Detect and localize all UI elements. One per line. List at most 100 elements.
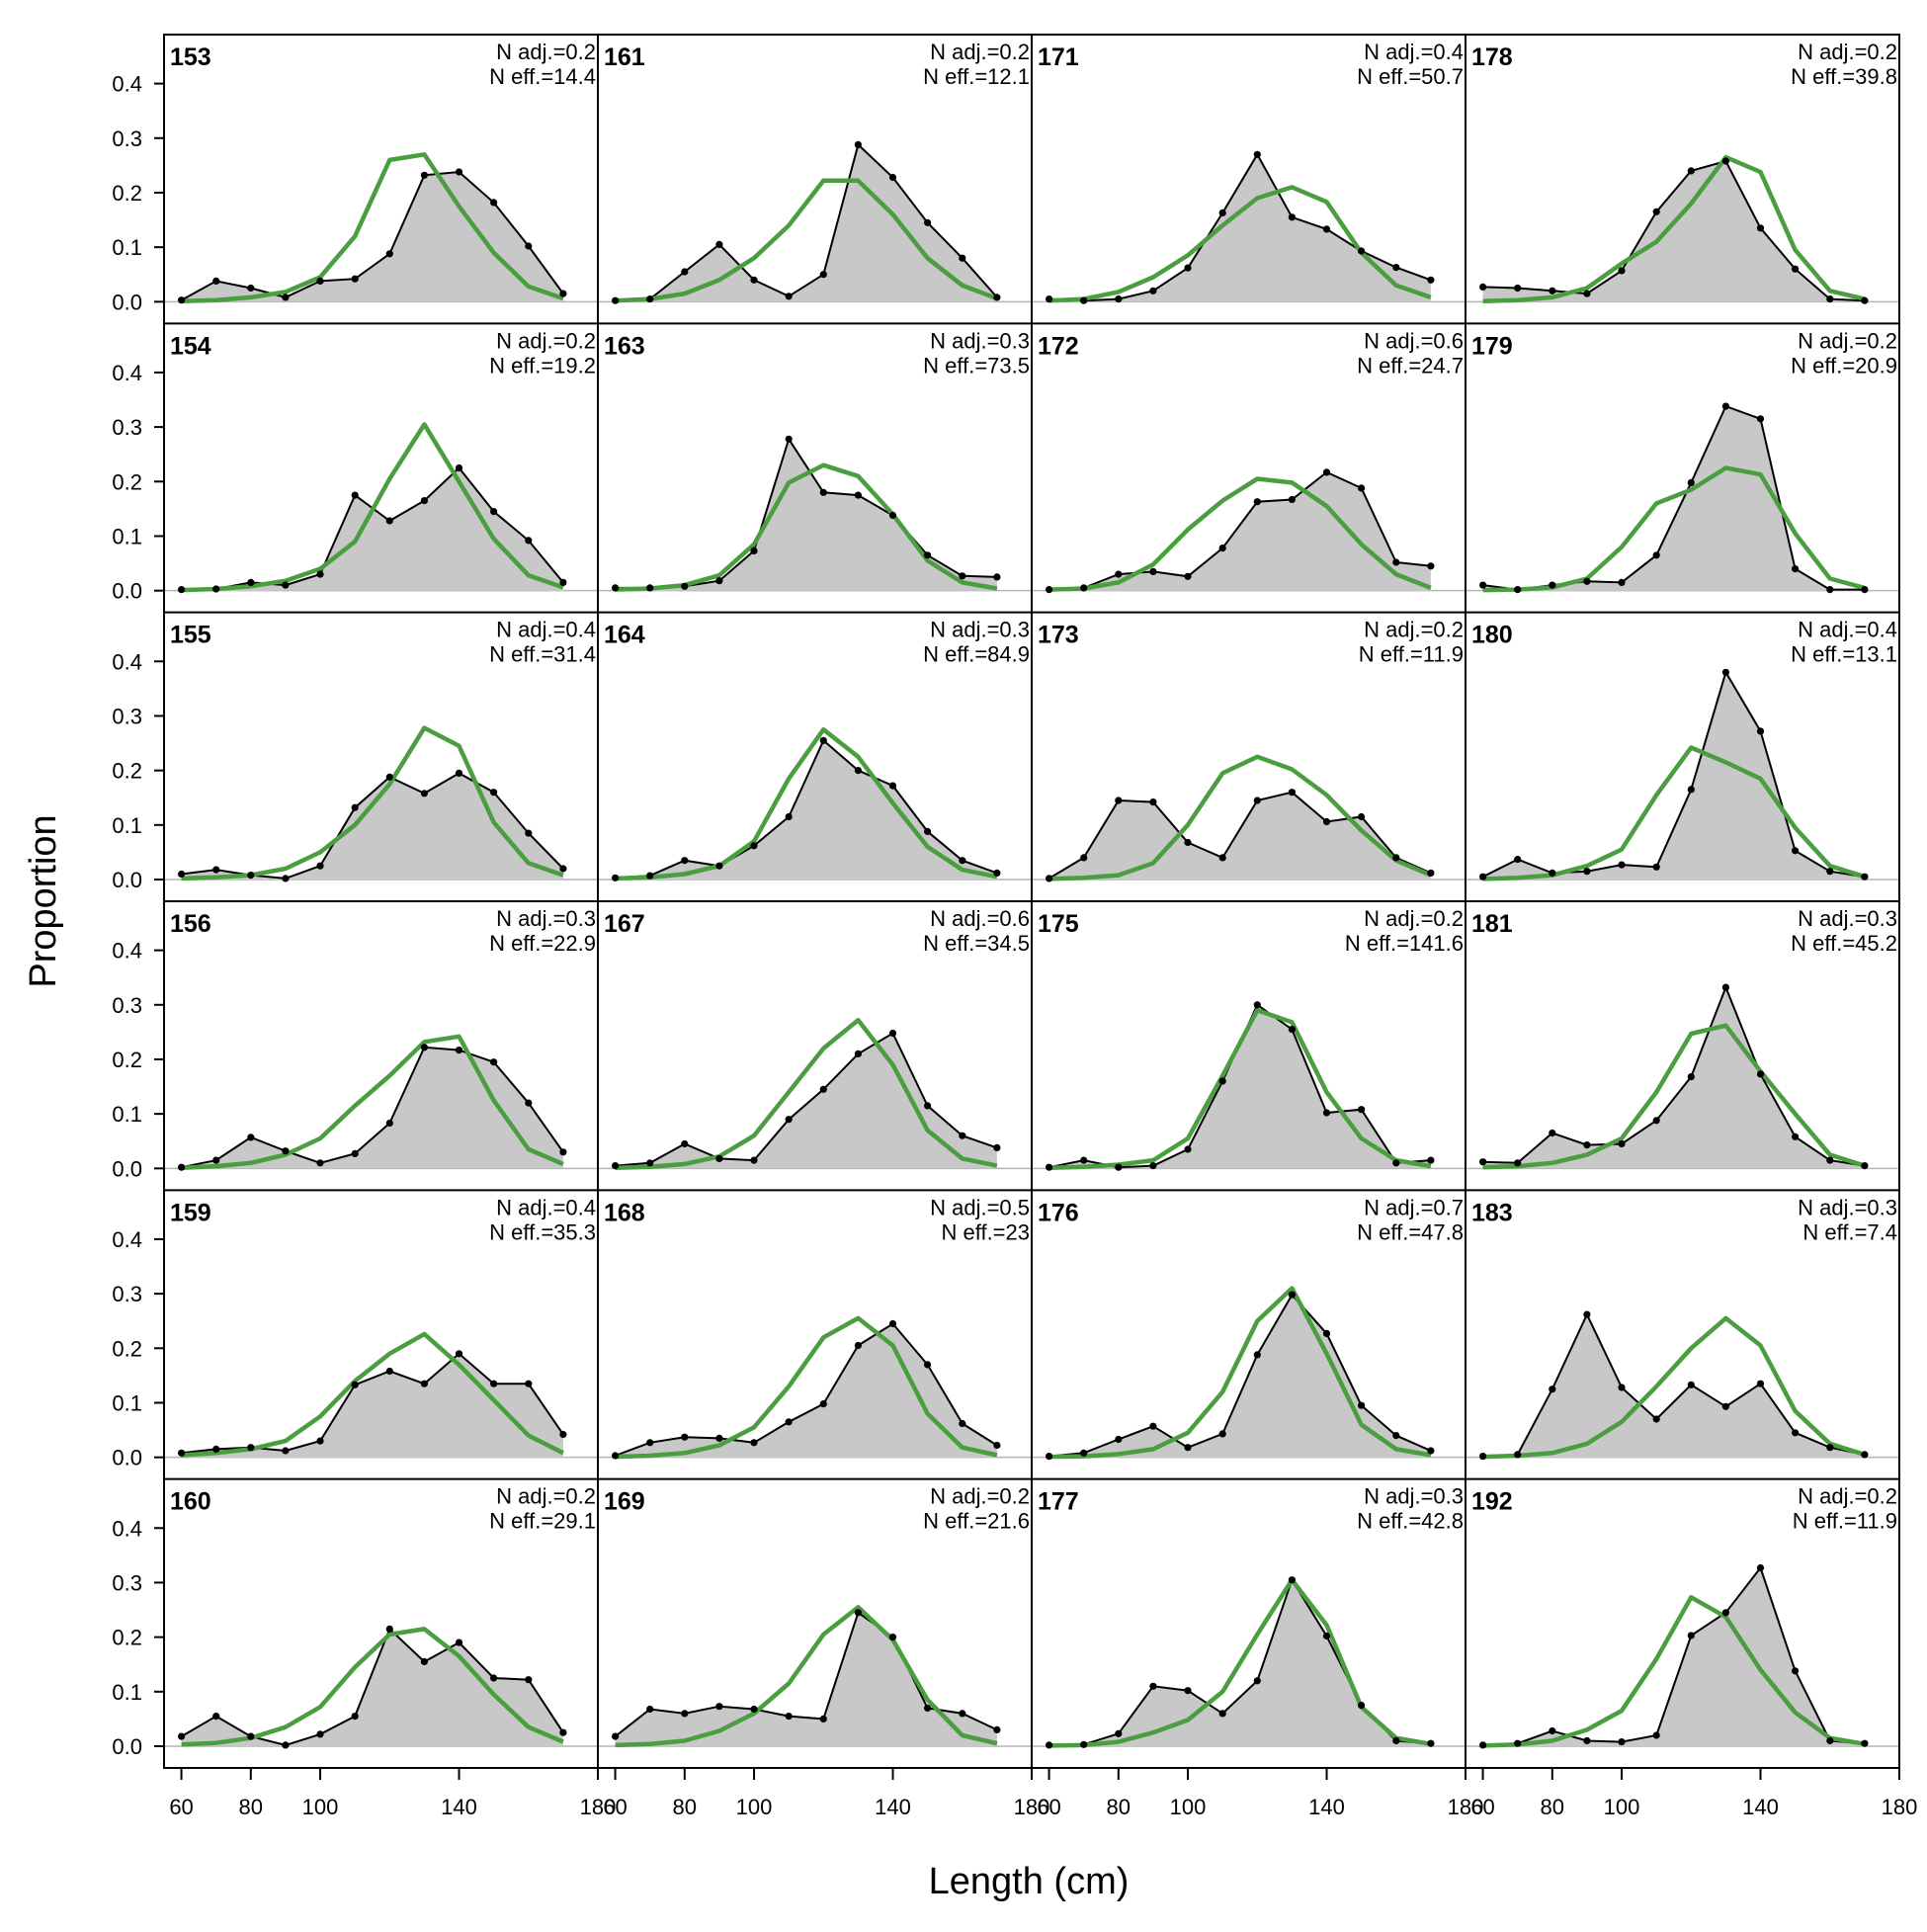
observed-point	[1080, 1740, 1088, 1748]
observed-point	[1392, 854, 1400, 862]
observed-point	[750, 546, 758, 555]
observed-point	[1080, 584, 1088, 592]
observed-point	[993, 1441, 1001, 1450]
observed-point	[282, 294, 290, 301]
observed-point	[888, 173, 897, 182]
observed-point	[1427, 1447, 1435, 1455]
x-tick-label: 100	[736, 1795, 773, 1819]
observed-point	[1826, 1156, 1834, 1164]
observed-point	[1792, 847, 1800, 855]
observed-point	[1514, 1451, 1522, 1459]
observed-point	[316, 1730, 324, 1738]
panel-n-eff: N eff.=29.1	[489, 1509, 596, 1534]
panel-n-adj: N adj.=0.3	[496, 906, 596, 931]
panel-n-eff: N eff.=34.5	[923, 931, 1030, 956]
observed-point	[1115, 295, 1123, 303]
panel-159: 159 N adj.=0.4N eff.=35.3	[164, 1195, 598, 1459]
expected-line	[615, 462, 998, 592]
panel-161: 161 N adj.=0.2N eff.=12.1	[598, 40, 1032, 304]
observed-point	[1792, 565, 1800, 573]
observed-point	[1549, 581, 1556, 589]
observed-point	[993, 294, 1001, 301]
expected-line	[615, 1017, 998, 1171]
observed-point	[178, 1732, 186, 1740]
observed-point	[1218, 1710, 1226, 1718]
observed-point	[525, 537, 533, 545]
observed-point	[1046, 295, 1053, 303]
panel-155: 155 N adj.=0.4N eff.=31.4	[164, 618, 598, 882]
observed-point	[1322, 225, 1331, 233]
observed-point	[212, 866, 220, 874]
observed-point	[959, 1710, 966, 1718]
observed-point	[212, 1713, 220, 1721]
observed-point	[1687, 1381, 1695, 1388]
observed-point	[351, 491, 359, 499]
panel-n-eff: N eff.=20.9	[1791, 353, 1897, 378]
panel-164: 164 N adj.=0.3N eff.=84.9	[598, 618, 1032, 882]
observed-point	[1218, 545, 1226, 552]
panel-173: 173 N adj.=0.2N eff.=11.9	[1032, 618, 1466, 882]
observed-point	[1514, 1159, 1522, 1167]
y-tick-label: 0.1	[112, 1102, 142, 1127]
panel-n-eff: N eff.=73.5	[923, 353, 1030, 378]
panel-id-label: 183	[1471, 1199, 1513, 1226]
observed-point	[959, 254, 966, 262]
observed-point	[1080, 1156, 1088, 1164]
observed-point	[1861, 1451, 1869, 1459]
observed-point	[1861, 296, 1869, 304]
observed-point	[212, 585, 220, 593]
observed-point	[1392, 264, 1400, 272]
observed-line	[615, 1322, 998, 1457]
observed-area	[615, 144, 997, 302]
observed-point	[1583, 1736, 1591, 1745]
panel-n-adj: N adj.=0.4	[1798, 618, 1897, 642]
panel-n-adj: N adj.=0.4	[1364, 40, 1464, 64]
observed-point	[1687, 167, 1695, 175]
observed-point	[854, 491, 863, 499]
observed-point	[1184, 264, 1192, 272]
observed-point	[1218, 209, 1226, 216]
panel-160: 160 N adj.=0.2N eff.=29.1	[164, 1484, 598, 1749]
observed-point	[247, 284, 255, 293]
panel-168: 168 N adj.=0.5N eff.=23	[598, 1195, 1032, 1460]
observed-point	[178, 1163, 186, 1171]
observed-point	[1358, 484, 1366, 492]
observed-point	[1618, 267, 1626, 275]
y-tick-label: 0.4	[112, 649, 142, 674]
panel-177: 177 N adj.=0.3N eff.=42.8	[1032, 1484, 1466, 1749]
x-tick-label: 80	[1107, 1795, 1131, 1819]
expected-line	[1048, 1577, 1432, 1748]
observed-point	[646, 1705, 654, 1714]
observed-area	[1482, 672, 1865, 880]
panel-n-eff: N eff.=11.9	[1793, 1509, 1897, 1534]
panel-n-eff: N eff.=84.9	[923, 642, 1030, 667]
panel-n-adj: N adj.=0.3	[1798, 906, 1897, 931]
observed-point	[750, 276, 758, 284]
observed-point	[681, 268, 689, 276]
observed-point	[1115, 797, 1123, 804]
x-tick-label: 60	[169, 1795, 193, 1819]
panel-n-eff: N eff.=39.8	[1791, 64, 1897, 89]
observed-point	[1514, 1739, 1522, 1747]
observed-point	[819, 1715, 827, 1722]
panel-n-eff: N eff.=21.6	[923, 1509, 1030, 1534]
panel-n-adj: N adj.=0.7	[1364, 1195, 1464, 1219]
observed-point	[1184, 1145, 1192, 1153]
observed-point	[247, 1134, 255, 1141]
observed-point	[385, 1367, 393, 1376]
y-tick-label: 0.2	[112, 1626, 142, 1650]
observed-point	[420, 497, 428, 505]
expected-line	[1482, 465, 1866, 593]
panel-id-label: 155	[170, 622, 211, 649]
observed-point	[1583, 1141, 1591, 1149]
observed-area	[1482, 1314, 1865, 1458]
observed-area	[1048, 1579, 1431, 1746]
panel-167: 167 N adj.=0.6N eff.=34.5	[598, 906, 1032, 1171]
observed-area	[181, 1629, 563, 1746]
observed-point	[316, 277, 324, 285]
observed-point	[1618, 1738, 1626, 1746]
observed-point	[888, 782, 897, 790]
